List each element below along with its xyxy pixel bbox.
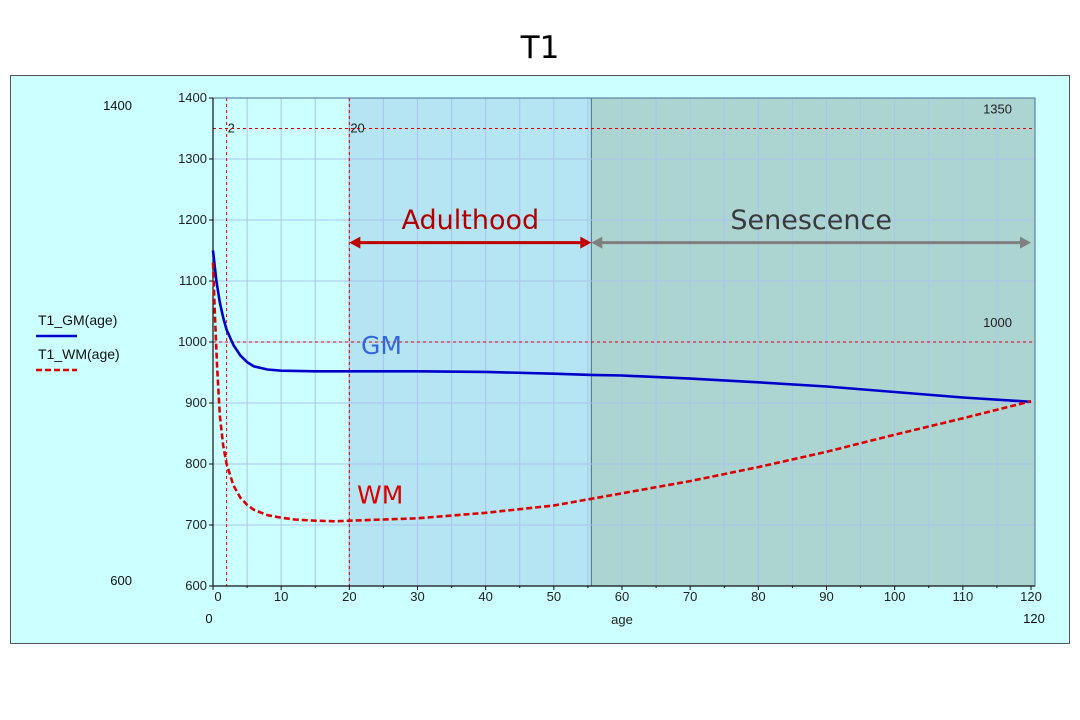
x-axis-label: age (611, 612, 633, 627)
x-tick-label-10: 10 (274, 589, 288, 604)
x-tick-label-20: 20 (342, 589, 356, 604)
series-line-gm (211, 250, 1032, 404)
y-tick-label-1200: 1200 (178, 212, 207, 227)
x-tick-label-60: 60 (615, 589, 629, 604)
x-tick-label-80: 80 (751, 589, 765, 604)
x-tick-label-120: 120 (1020, 589, 1042, 604)
y-tick-label-1000: 1000 (178, 334, 207, 349)
x-tick-label-50: 50 (547, 589, 561, 604)
series-line-wm (211, 262, 1032, 523)
region-arrowhead-right (1020, 236, 1031, 249)
x-range-min-label: 0 (205, 611, 212, 626)
series-label-wm: WM (357, 481, 403, 510)
y-tick-label-1400: 1400 (178, 90, 207, 105)
legend-entry-wm: T1_WM(age) (38, 346, 120, 362)
region-label-senescence: Senescence (730, 205, 892, 236)
y-tick-label-1100: 1100 (179, 273, 207, 288)
region-label-adulthood: Adulthood (402, 205, 540, 236)
y-tick-label-900: 900 (185, 395, 207, 410)
x-tick-label-110: 110 (952, 589, 973, 604)
region-arrowhead-left (349, 236, 361, 249)
chart-title: T1 (520, 30, 560, 66)
region-arrowhead-right (580, 236, 592, 249)
y-tick-label-800: 800 (185, 456, 207, 471)
x-tick-label-40: 40 (478, 589, 492, 604)
y-tick-label-1300: 1300 (178, 151, 207, 166)
y-tick-label-700: 700 (185, 517, 207, 532)
y-range-min-label: 600 (110, 573, 132, 588)
x-tick-label-90: 90 (819, 589, 833, 604)
series-label-gm: GM (361, 331, 402, 360)
reference-label-y-1000: 1000 (983, 315, 1012, 330)
legend-entry-gm: T1_GM(age) (38, 312, 117, 328)
x-range-max-label: 120 (1023, 611, 1045, 626)
x-tick-label-0: 0 (214, 589, 221, 604)
reference-label-y-1350: 1350 (983, 102, 1012, 117)
x-tick-label-100: 100 (884, 589, 906, 604)
y-tick-label-600: 600 (185, 578, 207, 593)
x-tick-label-70: 70 (683, 589, 697, 604)
x-tick-label-30: 30 (410, 589, 424, 604)
y-range-max-label: 1400 (103, 98, 132, 113)
region-arrowhead-left (591, 236, 603, 249)
